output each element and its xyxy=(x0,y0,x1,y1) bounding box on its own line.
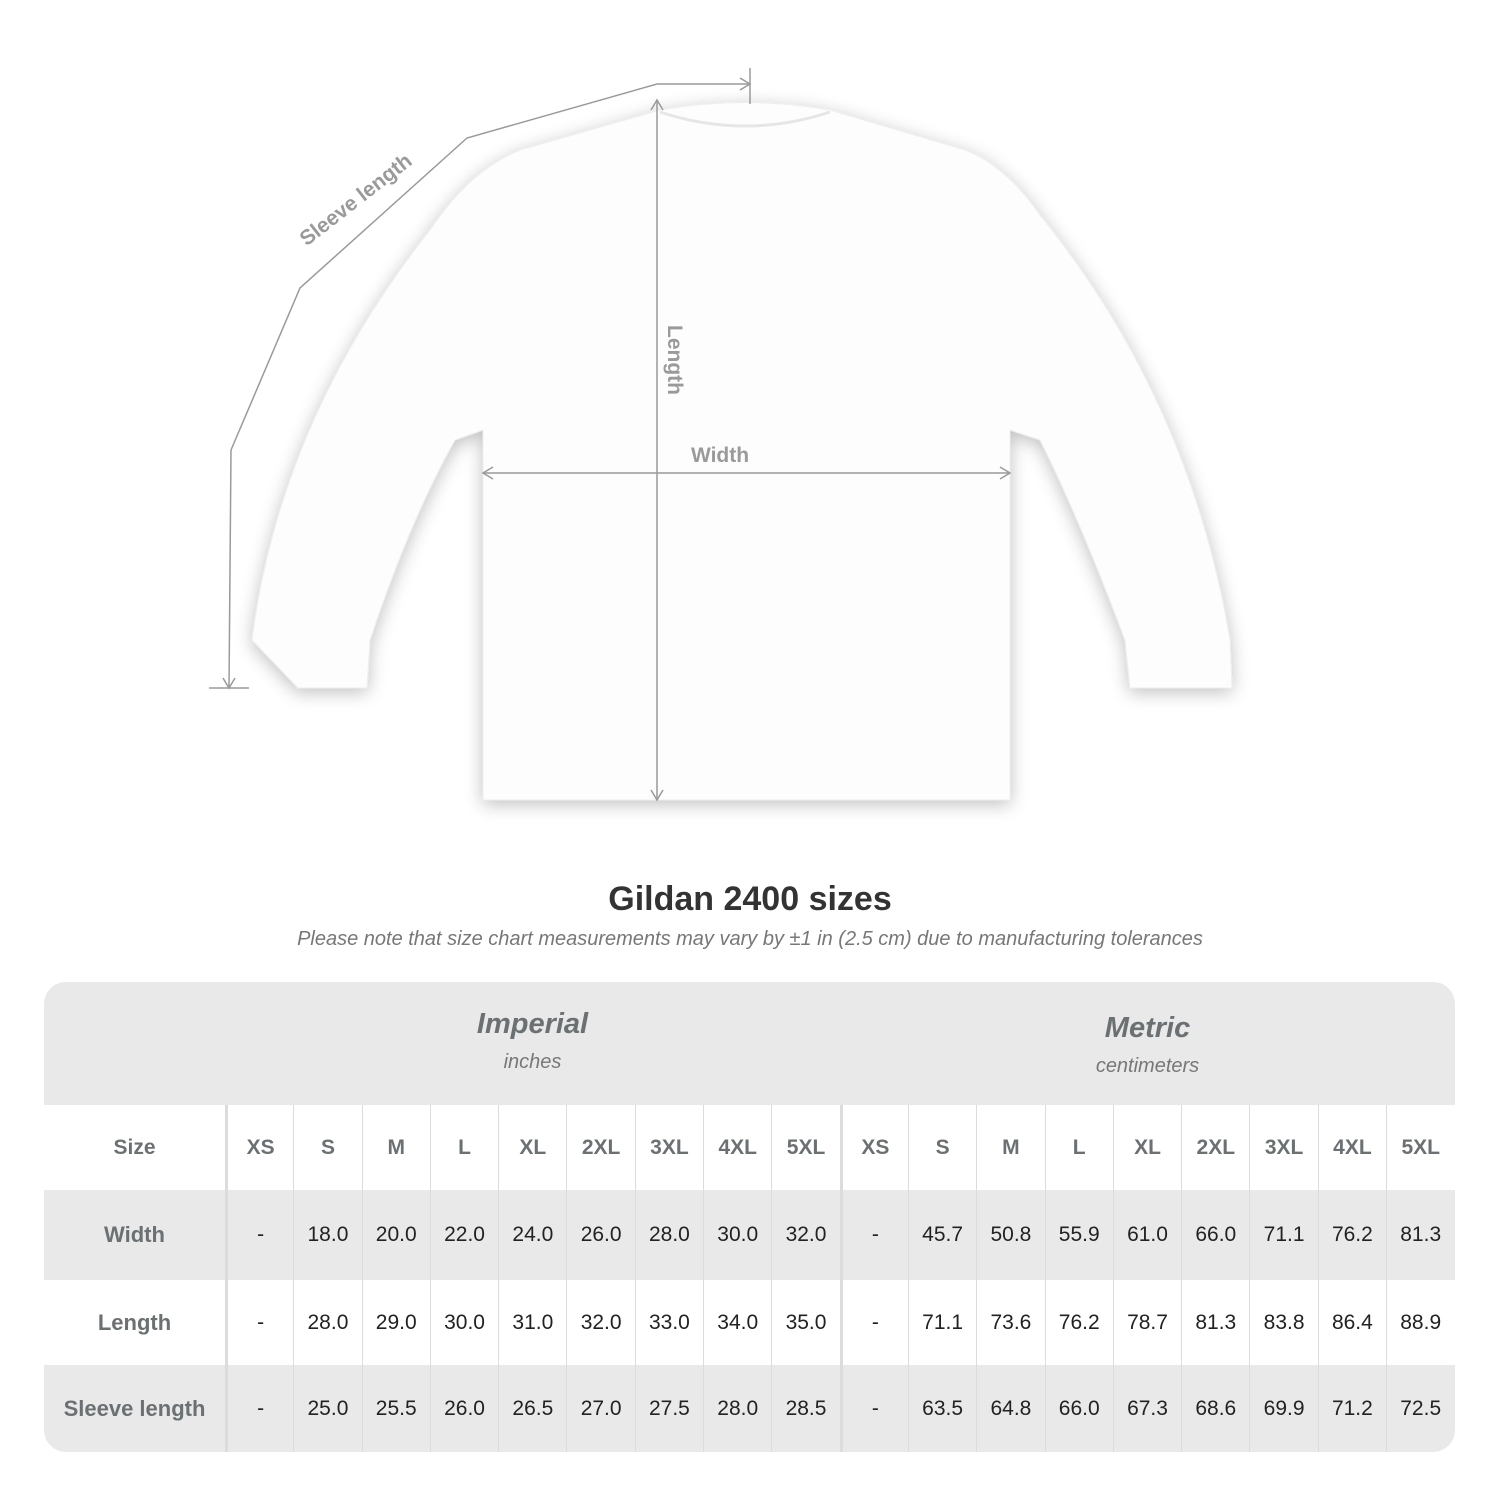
metric-cell: 71.1 xyxy=(1249,1190,1317,1280)
imperial-cell: 27.5 xyxy=(634,1365,703,1452)
imperial-cell: 27.0 xyxy=(566,1365,634,1452)
shirt-illustration: Sleeve length Length Width xyxy=(209,68,1233,802)
row-label: Width xyxy=(104,1222,165,1247)
metric-size-XL: XL xyxy=(1112,1105,1181,1190)
size-header-row: Size XS S M L XL 2XL 3XL 4XL 5XL XS S M L XL 2XL 3XL 4XL 5… xyxy=(44,1105,1455,1190)
metric-cell: 64.8 xyxy=(976,1365,1044,1452)
metric-cell: - xyxy=(839,1190,908,1280)
metric-cell: 71.1 xyxy=(907,1280,976,1365)
imperial-cell: 30.0 xyxy=(429,1280,498,1365)
unit-header xyxy=(44,982,1455,1105)
metric-size-XS: XS xyxy=(839,1105,908,1190)
metric-cell: 76.2 xyxy=(1317,1190,1386,1280)
table-row: Width -18.0 20.0 22.0 24.0 26.0 28.0 30.0 32.0-4… xyxy=(44,1190,1455,1280)
imperial-group: Imperial inches xyxy=(225,1008,840,1074)
metric-cell: 69.9 xyxy=(1249,1365,1317,1452)
metric-cell: 71.2 xyxy=(1317,1365,1386,1452)
imperial-cell: 28.0 xyxy=(293,1280,361,1365)
metric-size-5XL: 5XL xyxy=(1386,1105,1454,1190)
imperial-cell: 31.0 xyxy=(498,1280,566,1365)
imperial-cell: 25.5 xyxy=(361,1365,430,1452)
metric-cell: 73.6 xyxy=(976,1280,1044,1365)
table-row: Sleeve length -25.0 25.5 26.0 26.5 27.0 27.5 28… xyxy=(44,1365,1455,1452)
imperial-size-M: M xyxy=(361,1105,430,1190)
row-label: Sleeve length xyxy=(63,1395,206,1421)
imperial-cell: 26.0 xyxy=(429,1365,498,1452)
imperial-cell: 20.0 xyxy=(361,1190,430,1280)
metric-size-3XL: 3XL xyxy=(1249,1105,1317,1190)
imperial-size-XS: XS xyxy=(225,1105,293,1190)
metric-size-M: M xyxy=(976,1105,1044,1190)
imperial-cell: 32.0 xyxy=(771,1190,839,1280)
metric-cell: 81.3 xyxy=(1181,1280,1249,1365)
imperial-cell: 30.0 xyxy=(703,1190,771,1280)
metric-cell: 88.9 xyxy=(1386,1280,1454,1365)
metric-cell: 81.3 xyxy=(1386,1190,1454,1280)
imperial-title: Imperial xyxy=(476,1008,589,1040)
sleeve-length-line xyxy=(228,83,750,689)
imperial-cell: 28.5 xyxy=(771,1365,839,1452)
metric-cell: 72.5 xyxy=(1386,1365,1454,1452)
metric-cell: 61.0 xyxy=(1112,1190,1181,1280)
metric-cell: - xyxy=(839,1280,908,1365)
width-label: Width xyxy=(691,444,749,467)
table-row: Length -28.0 29.0 30.0 31.0 32.0 33.0 34.0 35.0-… xyxy=(44,1280,1455,1365)
imperial-cell: 29.0 xyxy=(361,1280,430,1365)
imperial-cell: 28.0 xyxy=(703,1365,771,1452)
length-label: Length xyxy=(663,325,686,395)
page-title: Gildan 2400 sizes xyxy=(608,880,892,918)
imperial-size-5XL: 5XL xyxy=(771,1105,839,1190)
metric-cell: 76.2 xyxy=(1044,1280,1113,1365)
collar xyxy=(659,110,831,128)
imperial-size-4XL: 4XL xyxy=(703,1105,771,1190)
metric-cell: 78.7 xyxy=(1112,1280,1181,1365)
tolerance-note: Please note that size chart measurements… xyxy=(297,928,1203,950)
size-header-label: Size xyxy=(113,1135,156,1159)
imperial-cell: 25.0 xyxy=(293,1365,361,1452)
imperial-size-L: L xyxy=(429,1105,498,1190)
imperial-size-3XL: 3XL xyxy=(634,1105,703,1190)
metric-unit: centimeters xyxy=(1095,1055,1200,1077)
metric-cell: 68.6 xyxy=(1181,1365,1249,1452)
metric-size-2XL: 2XL xyxy=(1181,1105,1249,1190)
imperial-cell: 35.0 xyxy=(771,1280,839,1365)
metric-size-L: L xyxy=(1044,1105,1113,1190)
metric-title: Metric xyxy=(1104,1012,1191,1044)
imperial-size-S: S xyxy=(293,1105,361,1190)
metric-cell: 66.0 xyxy=(1044,1365,1113,1452)
imperial-size-XL: XL xyxy=(498,1105,566,1190)
row-label: Length xyxy=(97,1309,172,1335)
imperial-cell: 28.0 xyxy=(634,1190,703,1280)
metric-cell: 63.5 xyxy=(907,1365,976,1452)
metric-cell: 45.7 xyxy=(907,1190,976,1280)
imperial-cell: 26.5 xyxy=(498,1365,566,1452)
metric-cell: 67.3 xyxy=(1112,1365,1181,1452)
metric-cell: - xyxy=(839,1365,908,1452)
imperial-cell: 32.0 xyxy=(566,1280,634,1365)
imperial-cell: 34.0 xyxy=(703,1280,771,1365)
imperial-cell: 33.0 xyxy=(634,1280,703,1365)
imperial-size-2XL: 2XL xyxy=(566,1105,634,1190)
size-table: Imperial inches Metric centimeters Size X… xyxy=(44,982,1455,1452)
metric-cell: 66.0 xyxy=(1181,1190,1249,1280)
metric-group: Metric centimeters xyxy=(840,1012,1455,1078)
metric-cell: 86.4 xyxy=(1317,1280,1386,1365)
imperial-cell: - xyxy=(225,1365,293,1452)
metric-size-S: S xyxy=(907,1105,976,1190)
long-sleeve-shirt xyxy=(251,102,1233,801)
metric-cell: 83.8 xyxy=(1249,1280,1317,1365)
imperial-unit: inches xyxy=(503,1051,562,1073)
imperial-cell: - xyxy=(225,1280,293,1365)
imperial-cell: - xyxy=(225,1190,293,1280)
measurement-lines xyxy=(209,68,1012,802)
metric-cell: 50.8 xyxy=(976,1190,1044,1280)
imperial-cell: 18.0 xyxy=(293,1190,361,1280)
imperial-cell: 22.0 xyxy=(429,1190,498,1280)
imperial-cell: 26.0 xyxy=(566,1190,634,1280)
metric-size-4XL: 4XL xyxy=(1317,1105,1386,1190)
imperial-cell: 24.0 xyxy=(498,1190,566,1280)
metric-cell: 55.9 xyxy=(1044,1190,1113,1280)
